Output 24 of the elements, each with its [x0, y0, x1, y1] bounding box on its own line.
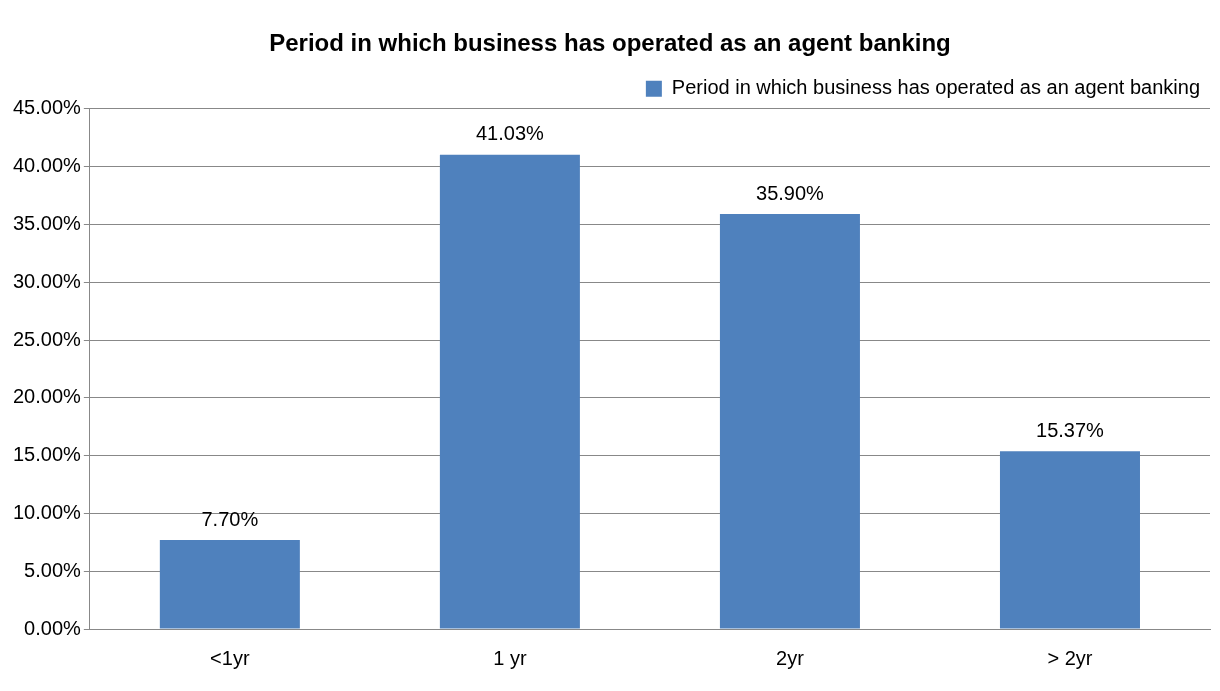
data-label: 15.37% — [1036, 418, 1105, 441]
y-tick-label: 5.00% — [24, 558, 82, 581]
bar — [719, 214, 860, 629]
x-tick-label: > 2yr — [1047, 646, 1093, 669]
chart-title: Period in which business has operated as an agent banking — [269, 29, 951, 57]
data-label: 35.90% — [756, 181, 825, 204]
y-tick-label: 25.00% — [12, 327, 82, 350]
y-tick-label: 0.00% — [24, 616, 82, 639]
y-tick-label: 40.00% — [12, 154, 82, 177]
y-tick-label: 10.00% — [12, 500, 82, 523]
y-tick-label: 45.00% — [12, 96, 82, 119]
bar — [999, 451, 1140, 629]
y-tick-label: 30.00% — [12, 269, 82, 292]
y-tick-label: 15.00% — [12, 443, 82, 466]
x-tick-label: 1 yr — [493, 646, 527, 669]
y-tick-label: 20.00% — [12, 385, 82, 408]
data-label: 41.03% — [475, 122, 545, 145]
x-tick-label: 2yr — [776, 646, 805, 669]
data-label: 7.70% — [201, 507, 259, 530]
x-tick-label: <1yr — [210, 646, 250, 669]
bar — [159, 539, 300, 629]
y-tick-label: 35.00% — [12, 211, 82, 234]
bar — [439, 154, 580, 629]
legend-label: Period in which business has operated as an agent banking — [671, 76, 1201, 99]
